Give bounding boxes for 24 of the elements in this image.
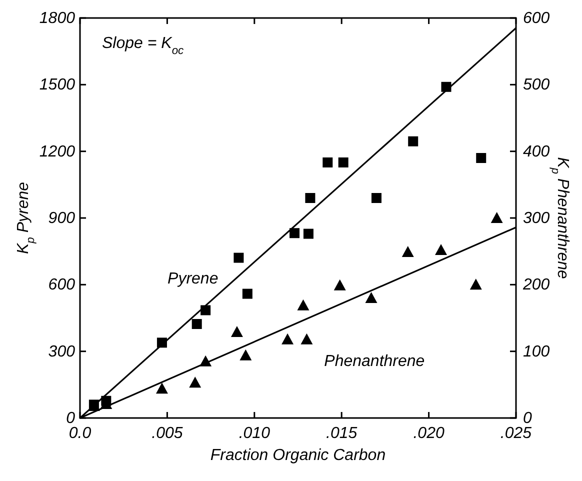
x-tick-label: .015 — [326, 425, 358, 442]
y-tick-label: 300 — [48, 343, 76, 360]
y2-tick-label: 100 — [523, 343, 550, 360]
x-tick-label: .025 — [500, 425, 532, 442]
y-tick-label: 1800 — [39, 10, 76, 27]
y2-tick-label: 0 — [523, 410, 532, 427]
y2-tick-label: 300 — [523, 210, 550, 227]
x-axis-title: Fraction Organic Carbon — [210, 447, 386, 464]
y2-tick-label: 400 — [523, 143, 550, 160]
x-tick-label: .005 — [152, 425, 183, 442]
y2-tick-label: 600 — [523, 10, 550, 27]
y2-tick-label: 500 — [523, 76, 550, 94]
y-tick-label: 600 — [48, 276, 76, 294]
series-label: Pyrene — [168, 270, 218, 288]
text: Phenanthrene — [324, 353, 425, 370]
y-tick-label: 0 — [66, 410, 76, 427]
x-tick-label: 0.0 — [68, 425, 92, 442]
annotation: Slope = K$_{oc}$ — [102, 35, 184, 57]
y-tick-label: 1200 — [39, 143, 76, 160]
x-tick-label: .020 — [413, 425, 444, 442]
y-tick-label: 900 — [48, 210, 76, 227]
x-tick-label: .010 — [238, 425, 270, 442]
y2-tick-label: 200 — [522, 276, 550, 294]
y-tick-label: 1500 — [39, 76, 76, 94]
